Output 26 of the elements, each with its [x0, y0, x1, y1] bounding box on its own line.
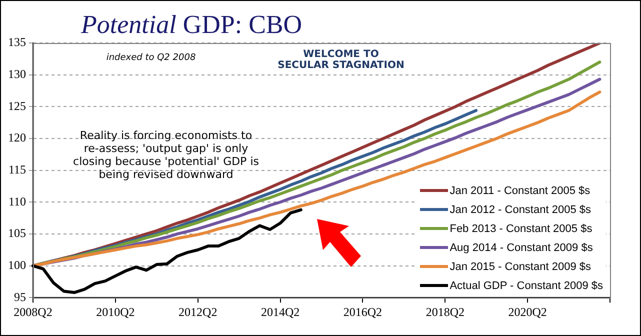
y-tick-label: 100 [8, 258, 26, 272]
legend-label: Jan 2012 - Constant 2005 $s [450, 204, 591, 216]
legend-label: Jan 2015 - Constant 2009 $s [450, 260, 591, 272]
x-tick-label: 2018Q2 [426, 304, 464, 319]
x-tick-label: 2008Q2 [14, 304, 52, 319]
y-tick-label: 110 [8, 194, 26, 208]
annotation: indexed to Q2 2008 [105, 53, 197, 63]
chart-title: Potential GDP: CBO [81, 10, 302, 40]
legend-label: Actual GDP - Constant 2009 $s [450, 280, 603, 292]
x-tick-label: 2016Q2 [343, 304, 382, 319]
y-tick-label: 130 [8, 66, 26, 81]
y-tick-label: 135 [8, 35, 26, 50]
y-tick-label: 95 [14, 290, 26, 304]
x-tick-label: 2010Q2 [96, 304, 135, 319]
annotation: Reality is forcing economists to re-assess; 'output gap' is only closing because 'potential' GDP is being revised downward [72, 129, 260, 181]
annotation: WELCOME TO SECULAR STAGNATION [276, 49, 406, 71]
legend-label: Feb 2013 - Constant 2005 $s [450, 222, 592, 234]
y-tick-label: 125 [8, 98, 26, 113]
legend-label: Jan 2011 - Constant 2005 $s [450, 184, 590, 196]
y-tick-label: 120 [8, 130, 26, 145]
x-tick-label: 2020Q2 [508, 304, 547, 319]
y-tick-label: 105 [8, 226, 26, 240]
y-tick-label: 115 [8, 162, 26, 176]
x-tick-label: 2014Q2 [260, 304, 300, 319]
legend-label: Aug 2014 - Constant 2009 $s [450, 242, 593, 254]
x-tick-label: 2012Q2 [178, 304, 218, 319]
